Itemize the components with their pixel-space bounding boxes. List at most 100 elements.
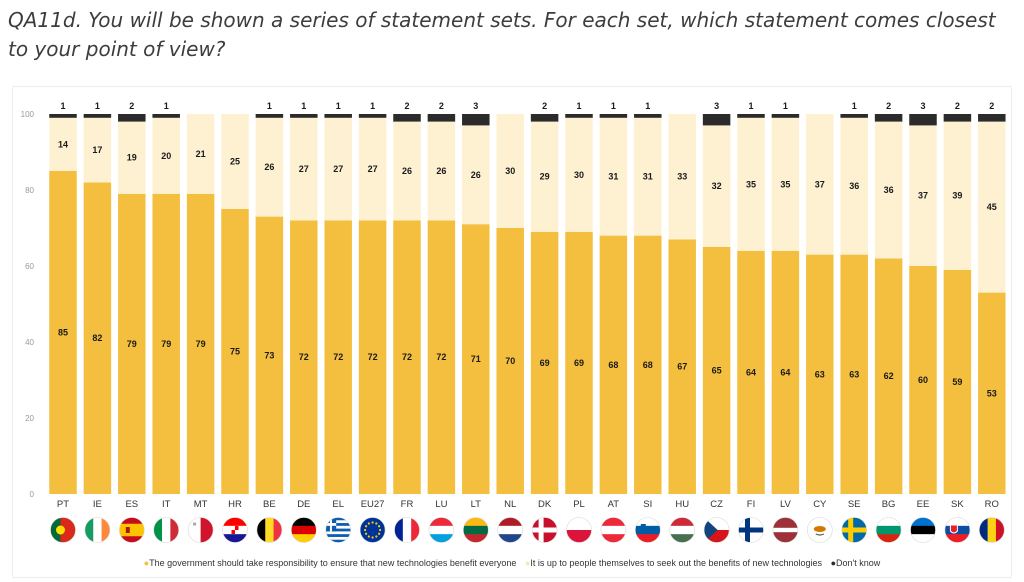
label-people: 35	[780, 179, 790, 189]
bar-dont-know	[462, 114, 490, 126]
label-dont-know: 1	[95, 101, 100, 111]
label-people: 30	[574, 170, 584, 180]
x-tick-label: BG	[882, 499, 896, 510]
bar-government	[427, 220, 456, 494]
slovenia-flag	[634, 517, 661, 543]
bar-dont-know	[530, 114, 559, 122]
bar-government	[634, 235, 662, 494]
poland-flag	[566, 517, 592, 543]
label-dont-know: 1	[611, 101, 616, 111]
spain-flag	[119, 517, 145, 543]
x-tick-label: ES	[125, 499, 138, 510]
bar-government	[840, 254, 868, 494]
bar-dont-know	[152, 114, 180, 118]
bar-dont-know	[978, 114, 1006, 122]
legend-item-dont-know: ●Don't know	[831, 558, 881, 568]
label-government: 79	[127, 339, 137, 349]
bar-dont-know	[737, 114, 765, 118]
label-people: 27	[299, 164, 309, 174]
label-dont-know: 1	[645, 101, 650, 111]
label-government: 64	[780, 367, 790, 377]
label-government: 79	[196, 339, 206, 349]
bar-government	[771, 250, 800, 494]
label-government: 72	[368, 352, 378, 362]
bar-people	[806, 114, 834, 255]
label-people: 37	[815, 179, 825, 189]
label-government: 79	[161, 339, 171, 349]
x-tick-label: HU	[675, 499, 689, 510]
label-government: 53	[987, 388, 997, 398]
label-dont-know: 1	[60, 101, 65, 111]
bar-government	[118, 193, 146, 495]
czechia-flag	[703, 517, 730, 543]
label-people: 26	[264, 162, 274, 172]
france-flag	[394, 517, 420, 543]
bulgaria-flag	[875, 517, 902, 543]
label-government: 72	[299, 352, 309, 362]
label-dont-know: 1	[267, 101, 272, 111]
label-government: 63	[815, 369, 825, 379]
label-dont-know: 1	[370, 101, 375, 111]
bar-government	[290, 220, 318, 494]
bar-dont-know	[290, 114, 318, 118]
x-tick-label: BE	[263, 499, 276, 510]
bar-people	[978, 121, 1006, 293]
bar-government	[462, 224, 490, 494]
label-people: 26	[471, 170, 481, 180]
label-government: 68	[608, 360, 618, 370]
x-tick-label: DE	[297, 499, 310, 510]
label-government: 63	[849, 369, 859, 379]
bar-people	[186, 114, 215, 194]
label-people: 36	[849, 181, 859, 191]
x-tick-label: EU27	[361, 499, 385, 510]
bar-people	[702, 125, 731, 247]
bar-dont-know	[702, 114, 731, 126]
label-people: 36	[884, 185, 894, 195]
legend: ●The government should take responsibili…	[0, 558, 1024, 568]
legend-dot-dont-know: ●	[830, 558, 836, 568]
label-government: 68	[643, 360, 653, 370]
luxembourg-flag	[428, 517, 455, 543]
bar-government	[737, 250, 765, 494]
hungary-flag	[669, 517, 696, 543]
label-government: 72	[436, 352, 446, 362]
bar-government	[186, 193, 215, 495]
bar-dont-know	[565, 114, 593, 118]
bar-government	[874, 258, 903, 494]
bar-government	[943, 269, 972, 494]
bar-people	[496, 114, 524, 228]
sweden-flag	[841, 517, 868, 543]
label-people: 35	[746, 179, 756, 189]
legend-item-government: ●The government should take responsibili…	[144, 558, 517, 568]
bar-people	[393, 121, 421, 221]
bar-government	[49, 171, 77, 494]
bars	[49, 114, 1006, 495]
bar-people	[462, 125, 490, 225]
y-tick-label: 40	[25, 338, 34, 347]
bar-dont-know	[427, 114, 456, 122]
label-dont-know: 3	[473, 101, 478, 111]
label-people: 20	[161, 151, 171, 161]
bar-dont-know	[118, 114, 146, 122]
bar-people	[221, 114, 249, 209]
label-government: 72	[333, 352, 343, 362]
bar-government	[530, 231, 559, 495]
bar-government	[496, 228, 524, 494]
label-dont-know: 2	[955, 101, 960, 111]
bar-dont-know	[324, 114, 352, 118]
bar-dont-know	[909, 114, 937, 126]
label-government: 62	[884, 371, 894, 381]
label-dont-know: 2	[439, 101, 444, 111]
estonia-flag	[910, 517, 936, 543]
label-people: 26	[436, 166, 446, 176]
label-people: 27	[368, 164, 378, 174]
legend-dot-people: ●	[524, 558, 531, 568]
bar-people	[358, 117, 387, 221]
label-government: 70	[505, 356, 515, 366]
bar-government	[152, 193, 180, 495]
label-government: 72	[402, 352, 412, 362]
latvia-flag	[772, 517, 799, 543]
bar-people	[565, 117, 593, 232]
label-dont-know: 2	[989, 101, 994, 111]
bar-people	[118, 121, 146, 194]
